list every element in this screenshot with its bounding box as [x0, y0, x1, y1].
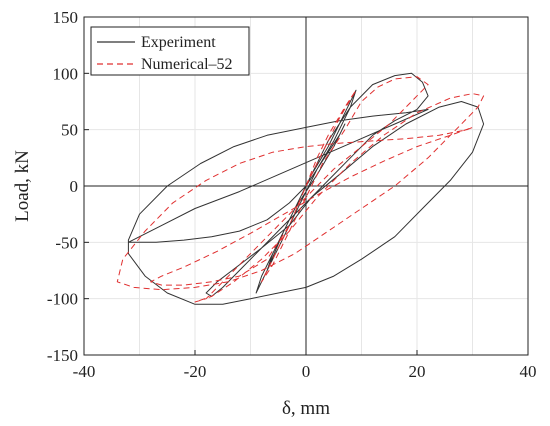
y-axis-title: Load, kN	[12, 150, 33, 222]
x-tick-label: 20	[409, 362, 426, 381]
series-line-numerical	[116, 76, 485, 303]
y-tick-label: -50	[55, 233, 78, 252]
legend-label-numerical: Numerical–52	[141, 56, 233, 73]
y-tick-label: 150	[53, 8, 79, 27]
x-tick-labels: -40 -20 0 20 40	[73, 350, 537, 381]
y-tick-label: 0	[70, 177, 79, 196]
series-group	[116, 72, 485, 305]
y-tick-label: -150	[47, 346, 78, 365]
y-tick-label: -100	[47, 290, 78, 309]
y-tick-label: 50	[61, 121, 78, 140]
x-tick-label: -20	[184, 362, 207, 381]
y-tick-label: 100	[53, 64, 79, 83]
legend: Experiment Numerical–52	[90, 26, 250, 76]
legend-box	[90, 26, 250, 76]
x-axis-title: δ, mm	[282, 398, 330, 419]
x-tick-label: 0	[302, 362, 311, 381]
x-tick-label: -40	[73, 362, 96, 381]
legend-label-experiment: Experiment	[141, 34, 216, 51]
y-tick-labels: 150 100 50 0 -50 -100 -150	[47, 8, 89, 365]
x-tick-label: 40	[520, 362, 537, 381]
series-line-experiment	[127, 72, 485, 305]
